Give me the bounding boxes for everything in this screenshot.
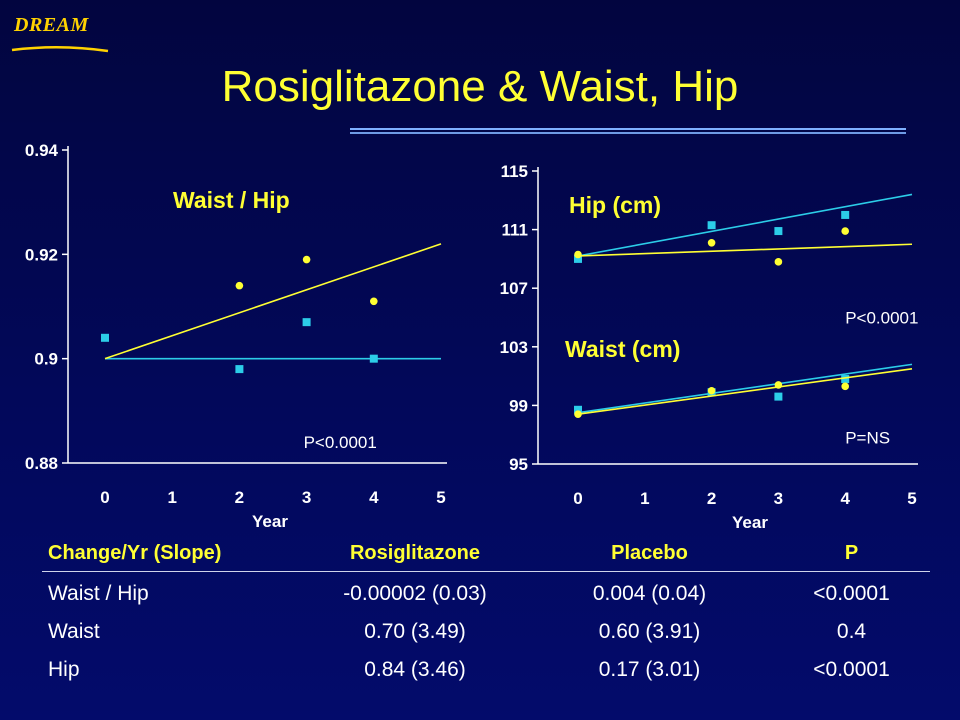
x-tick-label: 1 <box>167 488 176 507</box>
data-point <box>574 250 582 259</box>
header-change: Change/Yr (Slope) <box>42 538 304 572</box>
data-point <box>370 297 378 306</box>
panel-label: Waist (cm) <box>565 336 680 362</box>
annotation: P<0.0001 <box>304 433 377 452</box>
hip-waist-cm-chart: 95 99 103 107 111 115 0 1 2 3 4 5 Year Hip (cm) P<0.00… <box>500 162 919 532</box>
fit-line <box>577 243 913 257</box>
annotation: P=NS <box>845 429 890 448</box>
y-tick-label: 0.92 <box>25 245 58 264</box>
data-point <box>841 375 850 384</box>
annotation: P<0.0001 <box>845 309 918 328</box>
placebo-value: 0.17 (3.01) <box>598 657 701 681</box>
data-point <box>841 210 850 219</box>
x-tick-label: 0 <box>573 489 582 508</box>
data-point <box>235 281 244 290</box>
header-placebo: Placebo <box>526 538 773 572</box>
slope-table: Change/Yr (Slope) Rosiglitazone Placebo … <box>42 538 930 686</box>
fit-line <box>104 243 442 360</box>
table-row: Waist / Hip -0.00002 (0.03) 0.004 (0.04)… <box>42 572 930 611</box>
placebo-value: 0.60 (3.91) <box>598 619 701 643</box>
data-point <box>574 410 582 418</box>
logo-swoosh <box>11 46 109 53</box>
data-point <box>774 258 783 266</box>
y-tick-label: 0.94 <box>25 141 59 160</box>
table-row: Hip 0.84 (3.46) 0.17 (3.01) <0.0001 <box>42 648 930 686</box>
data-point <box>574 405 582 414</box>
data-point <box>574 254 582 263</box>
fit-line <box>577 367 913 415</box>
y-tick-label: 99 <box>509 396 528 415</box>
x-axis-label: Year <box>732 513 768 532</box>
x-tick-label: 3 <box>302 488 311 507</box>
x-tick-label: 2 <box>707 489 716 508</box>
row-label: Hip <box>48 657 80 681</box>
x-tick-label: 4 <box>840 489 850 508</box>
row-label: Waist <box>48 619 100 643</box>
x-tick-label: 2 <box>235 488 244 507</box>
charts-area: 0.88 0.9 0.92 0.94 0 1 2 3 4 5 Year Waist / Hip P<0.… <box>25 141 919 532</box>
panel-label: Hip (cm) <box>569 192 661 218</box>
chart-title: Waist / Hip <box>173 187 290 213</box>
y-tick-label: 95 <box>509 455 528 474</box>
data-point <box>841 227 849 235</box>
rosiglitazone-value: 0.84 (3.46) <box>364 657 466 681</box>
data-point <box>774 227 783 236</box>
data-point <box>707 221 716 230</box>
y-tick-label: 0.9 <box>34 350 58 369</box>
y-tick-label: 0.88 <box>25 454 58 473</box>
data-point <box>841 382 849 391</box>
y-tick-label: 107 <box>500 279 528 298</box>
title-underline <box>350 128 906 134</box>
x-tick-label: 1 <box>640 489 649 508</box>
x-axis-label: Year <box>252 512 288 531</box>
data-point <box>235 365 244 374</box>
fit-line <box>577 193 913 257</box>
y-tick-label: 111 <box>502 221 529 240</box>
fit-line <box>577 363 913 414</box>
slide-title: Rosiglitazone & Waist, Hip <box>221 62 739 111</box>
data-point <box>101 333 109 342</box>
header-rosiglitazone: Rosiglitazone <box>304 538 526 572</box>
table-row: Waist 0.70 (3.49) 0.60 (3.91) 0.4 <box>42 610 930 648</box>
data-point <box>774 381 783 389</box>
x-tick-label: 5 <box>436 488 445 507</box>
x-tick-label: 0 <box>100 488 109 507</box>
data-point <box>302 318 311 327</box>
data-point <box>302 255 311 264</box>
p-value: <0.0001 <box>813 657 890 681</box>
rosiglitazone-value: -0.00002 (0.03) <box>343 581 487 605</box>
x-tick-label: 3 <box>774 489 783 508</box>
x-tick-label: 5 <box>907 489 916 508</box>
data-point <box>707 238 716 247</box>
p-value: <0.0001 <box>813 581 890 605</box>
data-point <box>774 392 783 401</box>
p-value: 0.4 <box>836 619 867 643</box>
y-tick-label: 115 <box>501 162 528 181</box>
table-header-row: Change/Yr (Slope) Rosiglitazone Placebo … <box>42 538 930 572</box>
data-point <box>707 386 716 395</box>
header-p: P <box>773 538 930 572</box>
waist-hip-chart: 0.88 0.9 0.92 0.94 0 1 2 3 4 5 Year Waist / Hip P<0.… <box>25 141 447 531</box>
data-point <box>369 354 378 363</box>
placebo-value: 0.004 (0.04) <box>592 581 707 605</box>
dream-logo: DREAM <box>14 14 89 36</box>
row-label: Waist / Hip <box>48 581 149 605</box>
x-tick-label: 4 <box>369 488 379 507</box>
y-tick-label: 103 <box>500 338 528 357</box>
rosiglitazone-value: 0.70 (3.49) <box>364 619 466 643</box>
